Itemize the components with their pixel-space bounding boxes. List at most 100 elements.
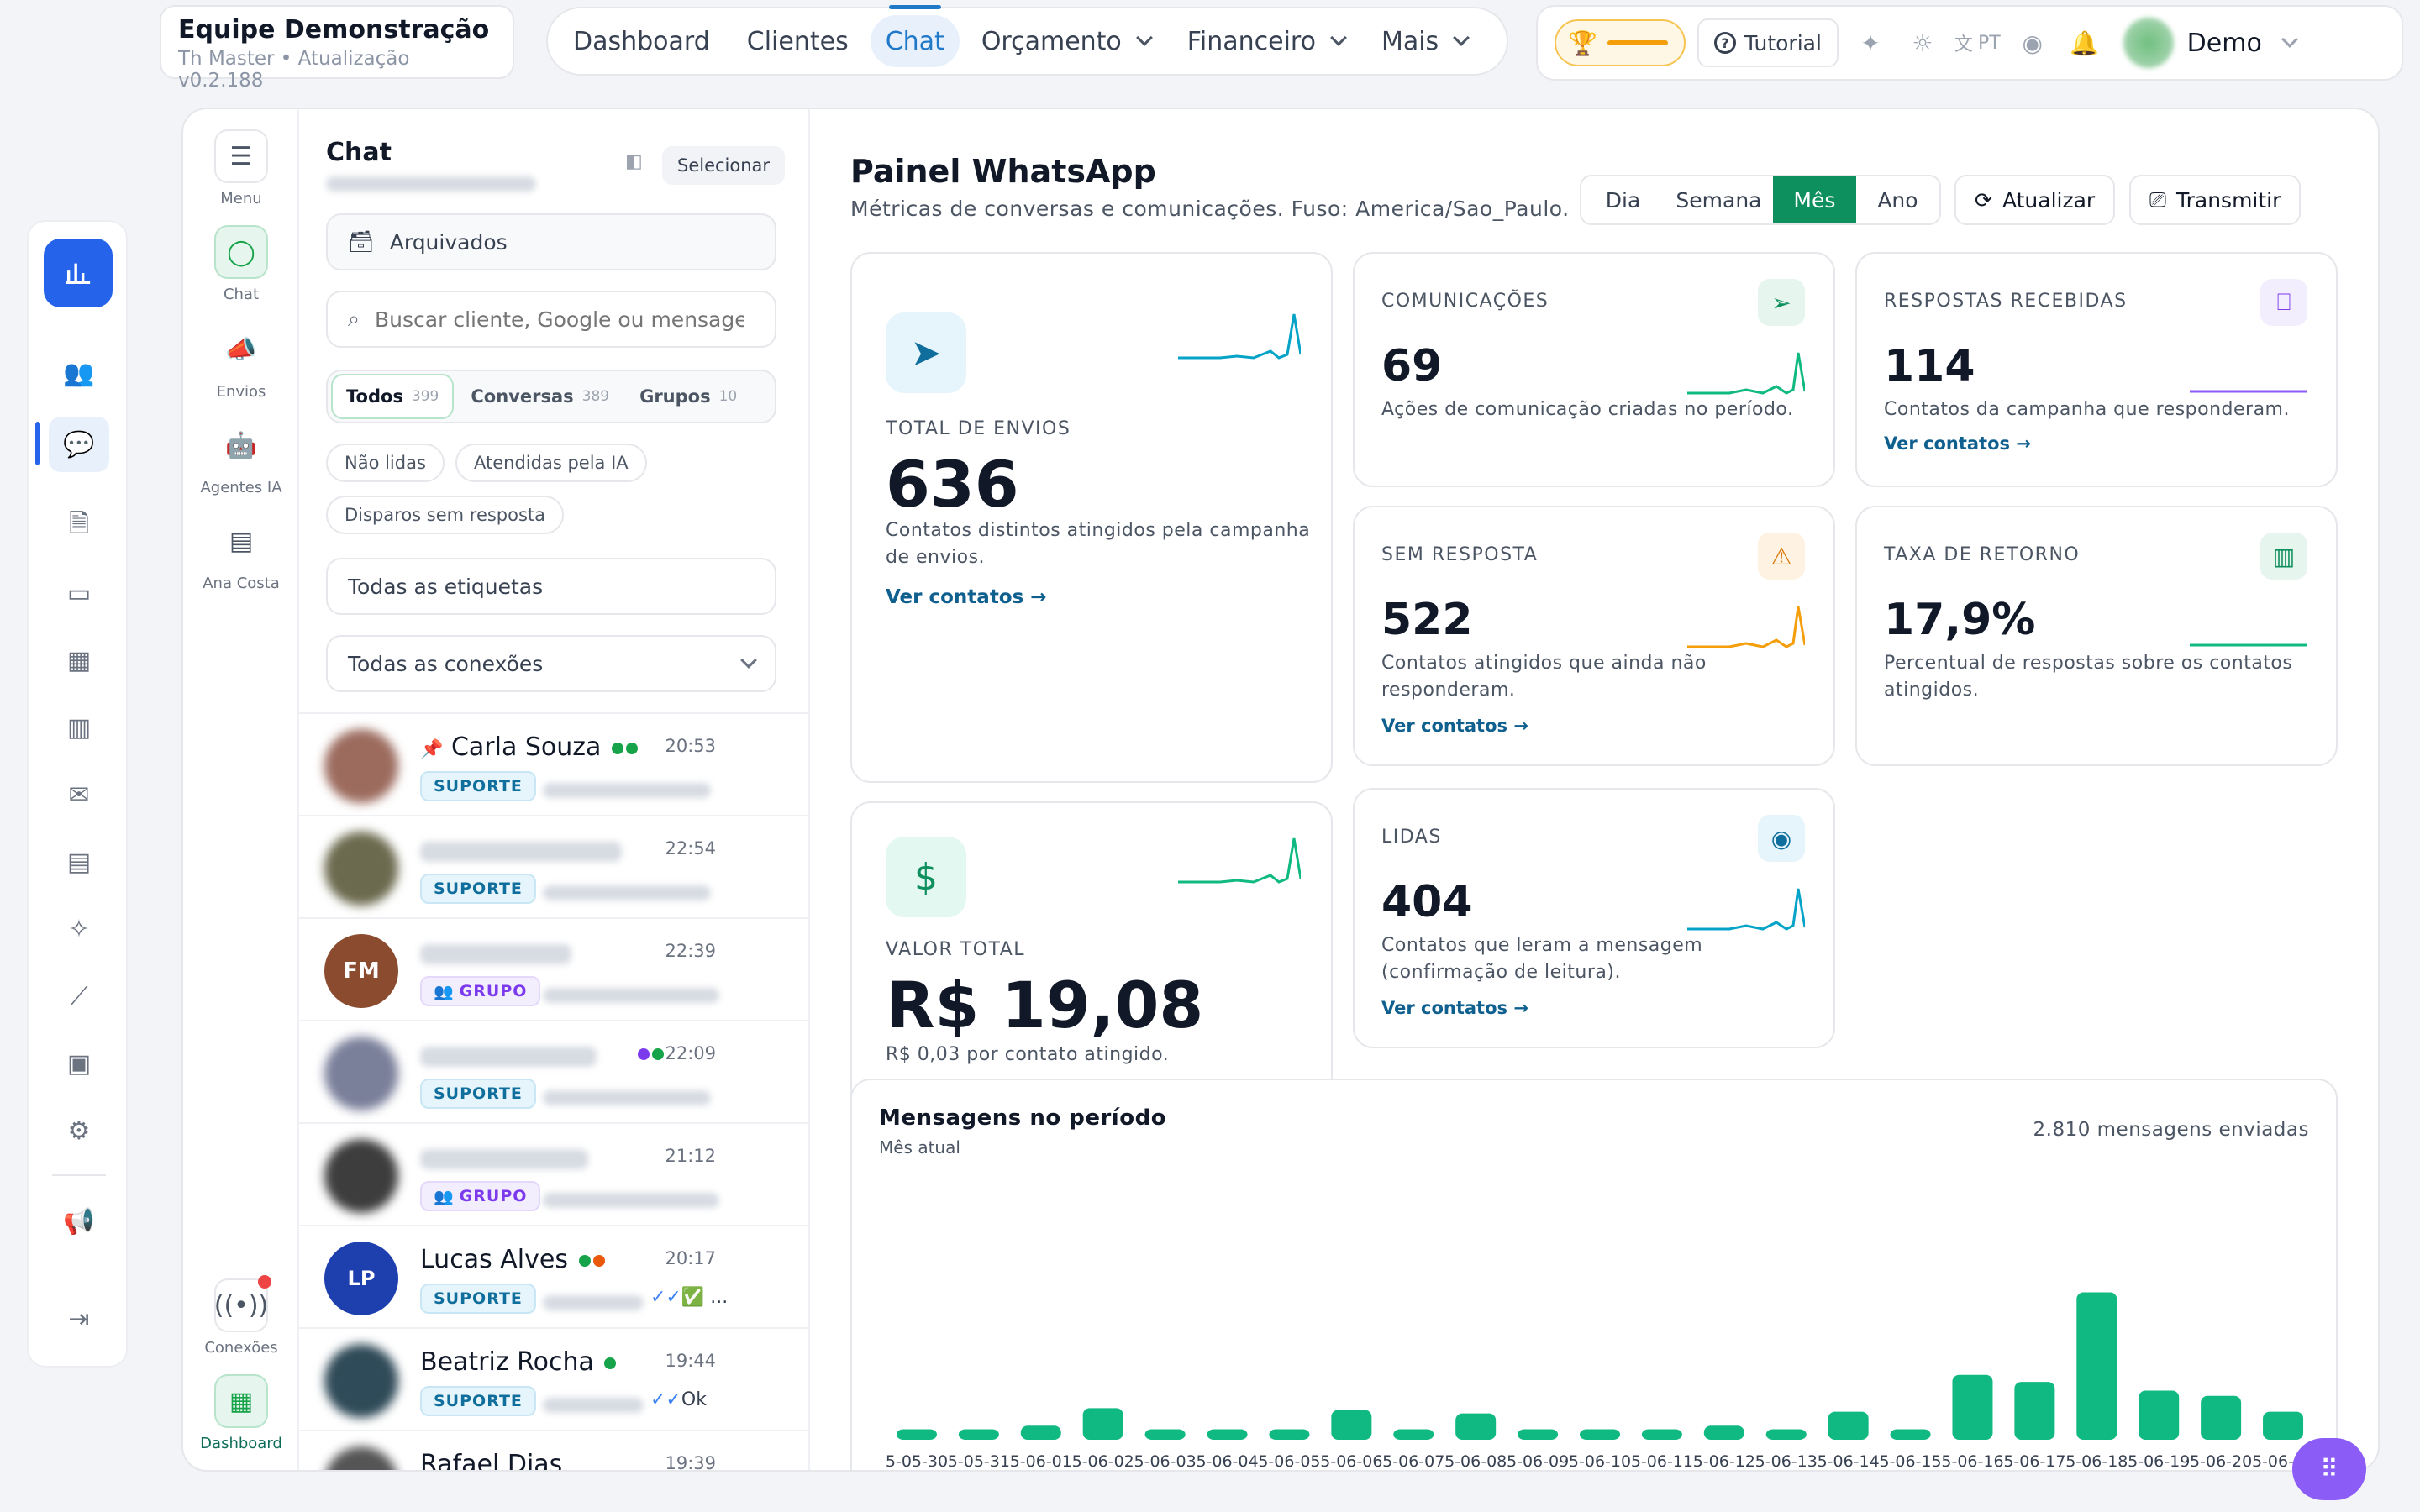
kpi-description: atingidos. [1884,680,1980,701]
bell-icon[interactable]: 🔔 [2070,29,2100,57]
ana-costa-button[interactable]: ▤ Ana Costa [183,514,299,593]
period-semana[interactable]: Semana [1676,187,1762,213]
period-dia[interactable]: Dia [1605,187,1641,213]
chart-bar[interactable] [2076,1292,2118,1440]
tab-grupos[interactable]: Grupos 10 [626,374,750,419]
refresh-button[interactable]: ⟳ Atualizar [1954,175,2116,225]
collapse-panel-icon[interactable]: ◧ [625,151,643,172]
chart-bar[interactable] [1082,1408,1123,1440]
gear-icon[interactable]: ⚙ [67,1116,91,1146]
chat-section-button[interactable]: ◯ Chat [183,225,299,303]
broadcast-button[interactable]: ⎚ Transmitir [2129,175,2302,225]
nav-financeiro[interactable]: Financeiro [1172,15,1360,67]
chat-time: 19:44 [665,1351,716,1371]
ver-contatos-link[interactable]: Ver contatos → [1884,433,2031,454]
tab-conversas[interactable]: Conversas 389 [457,374,623,419]
chart-bar[interactable] [1331,1410,1372,1440]
chart-bar[interactable] [1828,1411,1869,1440]
wallet-icon[interactable]: ▭ [66,578,92,608]
dashboard-section-button[interactable]: ▦ Dashboard [183,1374,299,1452]
chat-list-item[interactable]: 22:54 SUPORTE [299,815,808,917]
filter-atendidas-ia[interactable]: Atendidas pela IA [455,444,647,482]
chart-bar[interactable] [2014,1382,2055,1440]
ver-contatos-link[interactable]: Ver contatos → [1381,716,1528,736]
agentes-ia-button[interactable]: 🤖 Agentes IA [183,418,299,497]
chart-bar[interactable] [1393,1429,1434,1440]
line-chart-icon[interactable]: ⟋ [70,981,88,1011]
users-icon[interactable]: 👥 [63,358,95,388]
dashboard-rail-button[interactable] [44,239,113,307]
document-icon[interactable]: 🗎 [68,508,90,538]
filter-disparos-sem-resposta[interactable]: Disparos sem resposta [326,496,565,534]
tutorial-button[interactable]: ? Tutorial [1697,18,1839,67]
nav-mais-label: Mais [1381,26,1439,56]
conexoes-button[interactable]: ((•)) Conexões [183,1275,299,1357]
nav-mais[interactable]: Mais [1366,15,1482,67]
connections-select[interactable]: Todas as conexões [326,635,776,692]
search-field[interactable]: ⌕ [326,291,776,348]
filter-nao-lidas[interactable]: Não lidas [326,444,445,482]
chart-bar[interactable] [2263,1411,2304,1440]
chart-icon[interactable]: ▥ [66,712,92,743]
logout-icon[interactable]: ⇥ [68,1304,90,1334]
chart-bar[interactable] [1207,1429,1248,1440]
mail-search-icon[interactable]: ✉ [68,780,90,810]
sparkle-icon[interactable]: ✧ [68,914,90,944]
kpi-description: Percentual de respostas sobre os contato… [1884,653,2293,674]
grid-icon[interactable]: ▦ [66,645,92,675]
sparkles-icon[interactable]: ✦ [1860,29,1881,57]
search-input[interactable] [375,307,745,332]
chart-bar[interactable] [1518,1429,1559,1440]
chart-bar[interactable] [1765,1429,1807,1440]
chart-bar[interactable] [1952,1374,1993,1440]
contact-card-icon[interactable]: ▣ [66,1048,92,1079]
avatar: FM [324,934,398,1008]
ver-contatos-link[interactable]: Ver contatos → [1381,998,1528,1018]
chart-bar[interactable] [958,1429,999,1440]
period-ano[interactable]: Ano [1877,187,1918,213]
chart-bar[interactable] [1144,1429,1186,1440]
chart-bar[interactable] [1580,1429,1620,1440]
chart-bar[interactable] [1703,1425,1744,1440]
envios-button[interactable]: 📣 Envios [183,323,299,402]
labels-select[interactable]: Todas as etiquetas [326,558,776,615]
chart-bar[interactable] [1641,1429,1682,1440]
ver-contatos-link[interactable]: Ver contatos → [886,586,1047,608]
chart-bar[interactable] [2139,1390,2180,1440]
period-mes[interactable]: Mês [1772,176,1856,223]
ana-label: Ana Costa [203,575,280,592]
chat-list-item[interactable]: 22:09 SUPORTE [299,1020,808,1122]
team-card[interactable]: Equipe Demonstração Th Master • Atualiza… [160,5,514,92]
nav-orcamento[interactable]: Orçamento [966,15,1165,67]
nav-clientes[interactable]: Clientes [746,26,849,56]
tab-todos[interactable]: Todos 399 [331,374,455,419]
chart-bar[interactable] [1890,1429,1931,1440]
chart-bar[interactable] [1455,1413,1497,1440]
chart-bar[interactable] [1020,1425,1061,1440]
chart-bar[interactable] [2201,1395,2242,1440]
x-tick-label: 5-06-10 [1569,1452,1631,1471]
nav-dashboard[interactable]: Dashboard [573,26,710,56]
chat-rail-button[interactable]: 💬 [49,417,109,472]
language-button[interactable]: 文 PT [1954,23,2001,63]
megaphone-icon[interactable]: 📢 [63,1206,95,1236]
kpi-description: (confirmação de leitura). [1381,962,1621,983]
chat-list-item[interactable]: Rafael Dias 19:39 [299,1430,808,1470]
chart-bar[interactable] [896,1429,937,1440]
chat-list-item[interactable]: FM 22:39 👥 GRUPO [299,917,808,1020]
sun-icon[interactable]: ☼ [1912,29,1933,57]
calculator-icon[interactable]: ▤ [66,847,92,877]
achievement-progress[interactable]: 🏆 [1555,19,1686,66]
floating-action-button[interactable]: ⠿ [2292,1438,2366,1500]
select-button[interactable]: Selecionar [662,146,786,185]
chat-list-item[interactable]: Beatriz Rocha 19:44 SUPORTE ✓✓Ok [299,1327,808,1430]
archived-button[interactable]: 🗃 Arquivados [326,213,776,270]
chat-list-item[interactable]: 21:12 👥 GRUPO [299,1122,808,1225]
nav-chat[interactable]: Chat [870,5,960,67]
eye-icon[interactable]: ◉ [2022,29,2043,57]
chat-list-item[interactable]: 📌 Carla Souza 20:53 SUPORTE [299,712,808,815]
chat-list-item[interactable]: LP Lucas Alves 20:17 SUPORTE ✓✓✅ ... [299,1225,808,1327]
menu-button[interactable]: ☰ Menu [183,129,299,207]
chart-bar[interactable] [1269,1429,1310,1440]
user-menu[interactable]: Demo [2123,18,2298,68]
